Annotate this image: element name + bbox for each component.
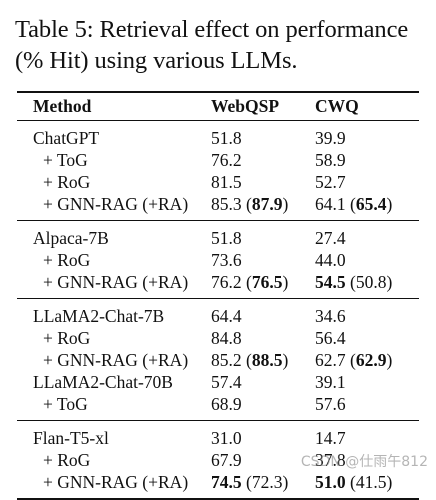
method-cell: + GNN-RAG (+RA) [43,472,189,492]
cwq-cell: 37.8 [315,450,346,470]
cwq-cell: 57.6 [315,394,346,414]
webqsp-cell: 85.2 (88.5) [211,350,289,370]
method-cell: + GNN-RAG (+RA) [43,350,189,370]
cwq-cell: 39.1 [315,372,346,392]
table-row: Alpaca-7B 51.8 27.4 [17,221,419,249]
header-webqsp: WebQSP [211,96,280,116]
webqsp-cell: 51.8 [211,228,242,248]
cwq-cell: 54.5 (50.8) [315,272,393,292]
cwq-cell: 44.0 [315,250,346,270]
table-row: + GNN-RAG (+RA) 74.5 (72.3) 51.0 (41.5) [17,471,419,498]
cwq-cell: 39.9 [315,128,346,148]
webqsp-cell: 51.8 [211,128,242,148]
table-row: + RoG 67.9 37.8 [17,449,419,471]
method-cell: + RoG [43,328,91,348]
method-cell: + RoG [43,450,91,470]
method-cell: + GNN-RAG (+RA) [43,194,189,214]
webqsp-cell: 68.9 [211,394,242,414]
webqsp-cell: 84.8 [211,328,242,348]
webqsp-cell: 76.2 (76.5) [211,272,289,292]
cwq-paren-value: 50.8 [355,272,387,292]
cwq-cell: 56.4 [315,328,346,348]
webqsp-cell: 64.4 [211,306,242,326]
webqsp-cell: 74.5 (72.3) [211,472,289,492]
method-cell: Alpaca-7B [33,228,109,248]
webqsp-main-value: 76.2 [211,272,242,292]
group-rule [17,420,419,421]
cwq-cell: 34.6 [315,306,346,326]
method-cell: ChatGPT [33,128,100,148]
table-row: + GNN-RAG (+RA) 76.2 (76.5) 54.5 (50.8) [17,271,419,299]
header-row: Method WebQSP CWQ [17,93,419,121]
cwq-cell: 27.4 [315,228,346,248]
cwq-paren-value: 65.4 [355,194,387,214]
webqsp-cell: 73.6 [211,250,242,270]
group-rule [17,298,419,299]
table-row: ChatGPT 51.8 39.9 [17,121,419,149]
table-row: + GNN-RAG (+RA) 85.3 (87.9) 64.1 (65.4) [17,193,419,221]
table-row: + RoG 81.5 52.7 [17,171,419,193]
top-rule [17,91,419,93]
method-cell: + ToG [43,150,88,170]
table-row: LLaMA2-Chat-70B 57.4 39.1 [17,371,419,393]
results-grid: Method WebQSP CWQ ChatGPT 51.8 39.9 + To… [17,93,419,498]
webqsp-cell: 81.5 [211,172,242,192]
table-row: + GNN-RAG (+RA) 85.2 (88.5) 62.7 (62.9) [17,349,419,371]
method-cell: Flan-T5-xl [33,428,109,448]
watermark: CSDN @仕雨午812 [300,454,428,470]
cwq-paren-value: 41.5 [355,472,387,492]
header-cwq: CWQ [315,96,359,116]
cwq-main-value: 51.0 [315,472,346,492]
table-row: + RoG 84.8 56.4 [17,327,419,349]
method-cell: LLaMA2-Chat-70B [33,372,173,392]
method-cell: LLaMA2-Chat-7B [33,306,165,326]
webqsp-paren-value: 88.5 [251,350,283,370]
table-row: Flan-T5-xl 31.0 14.7 [17,421,419,449]
table-row: + ToG 68.9 57.6 [17,393,419,421]
webqsp-cell: 76.2 [211,150,242,170]
webqsp-paren-value: 87.9 [251,194,283,214]
method-cell: + ToG [43,394,88,414]
webqsp-cell: 31.0 [211,428,242,448]
results-table: Method WebQSP CWQ ChatGPT 51.8 39.9 + To… [17,91,419,500]
table-row: LLaMA2-Chat-7B 64.4 34.6 [17,299,419,327]
method-cell: + RoG [43,172,91,192]
group-rule [17,220,419,221]
cwq-cell: 64.1 (65.4) [315,194,393,214]
webqsp-main-value: 85.3 [211,194,242,214]
cwq-cell: 14.7 [315,428,346,448]
cwq-cell: 51.0 (41.5) [315,472,393,492]
cwq-main-value: 54.5 [315,272,346,292]
table-row: + RoG 73.6 44.0 [17,249,419,271]
header-method: Method [33,96,92,116]
cwq-paren-value: 62.9 [355,350,387,370]
cwq-main-value: 64.1 [315,194,346,214]
webqsp-main-value: 85.2 [211,350,242,370]
caption-line-2: (% Hit) using various LLMs. [15,47,298,74]
table-caption: Table 5: Retrieval effect on performance… [15,14,425,76]
table-row: + ToG 76.2 58.9 [17,149,419,171]
webqsp-paren-value: 76.5 [251,272,283,292]
webqsp-cell: 67.9 [211,450,242,470]
cwq-cell: 62.7 (62.9) [315,350,393,370]
caption-line-1: Table 5: Retrieval effect on performance [15,16,409,43]
cwq-cell: 58.9 [315,150,346,170]
cwq-main-value: 62.7 [315,350,346,370]
method-cell: + GNN-RAG (+RA) [43,272,189,292]
webqsp-main-value: 74.5 [211,472,242,492]
group-rule [17,120,419,121]
webqsp-cell: 57.4 [211,372,242,392]
method-cell: + RoG [43,250,91,270]
webqsp-cell: 85.3 (87.9) [211,194,289,214]
cwq-cell: 52.7 [315,172,346,192]
webqsp-paren-value: 72.3 [251,472,283,492]
